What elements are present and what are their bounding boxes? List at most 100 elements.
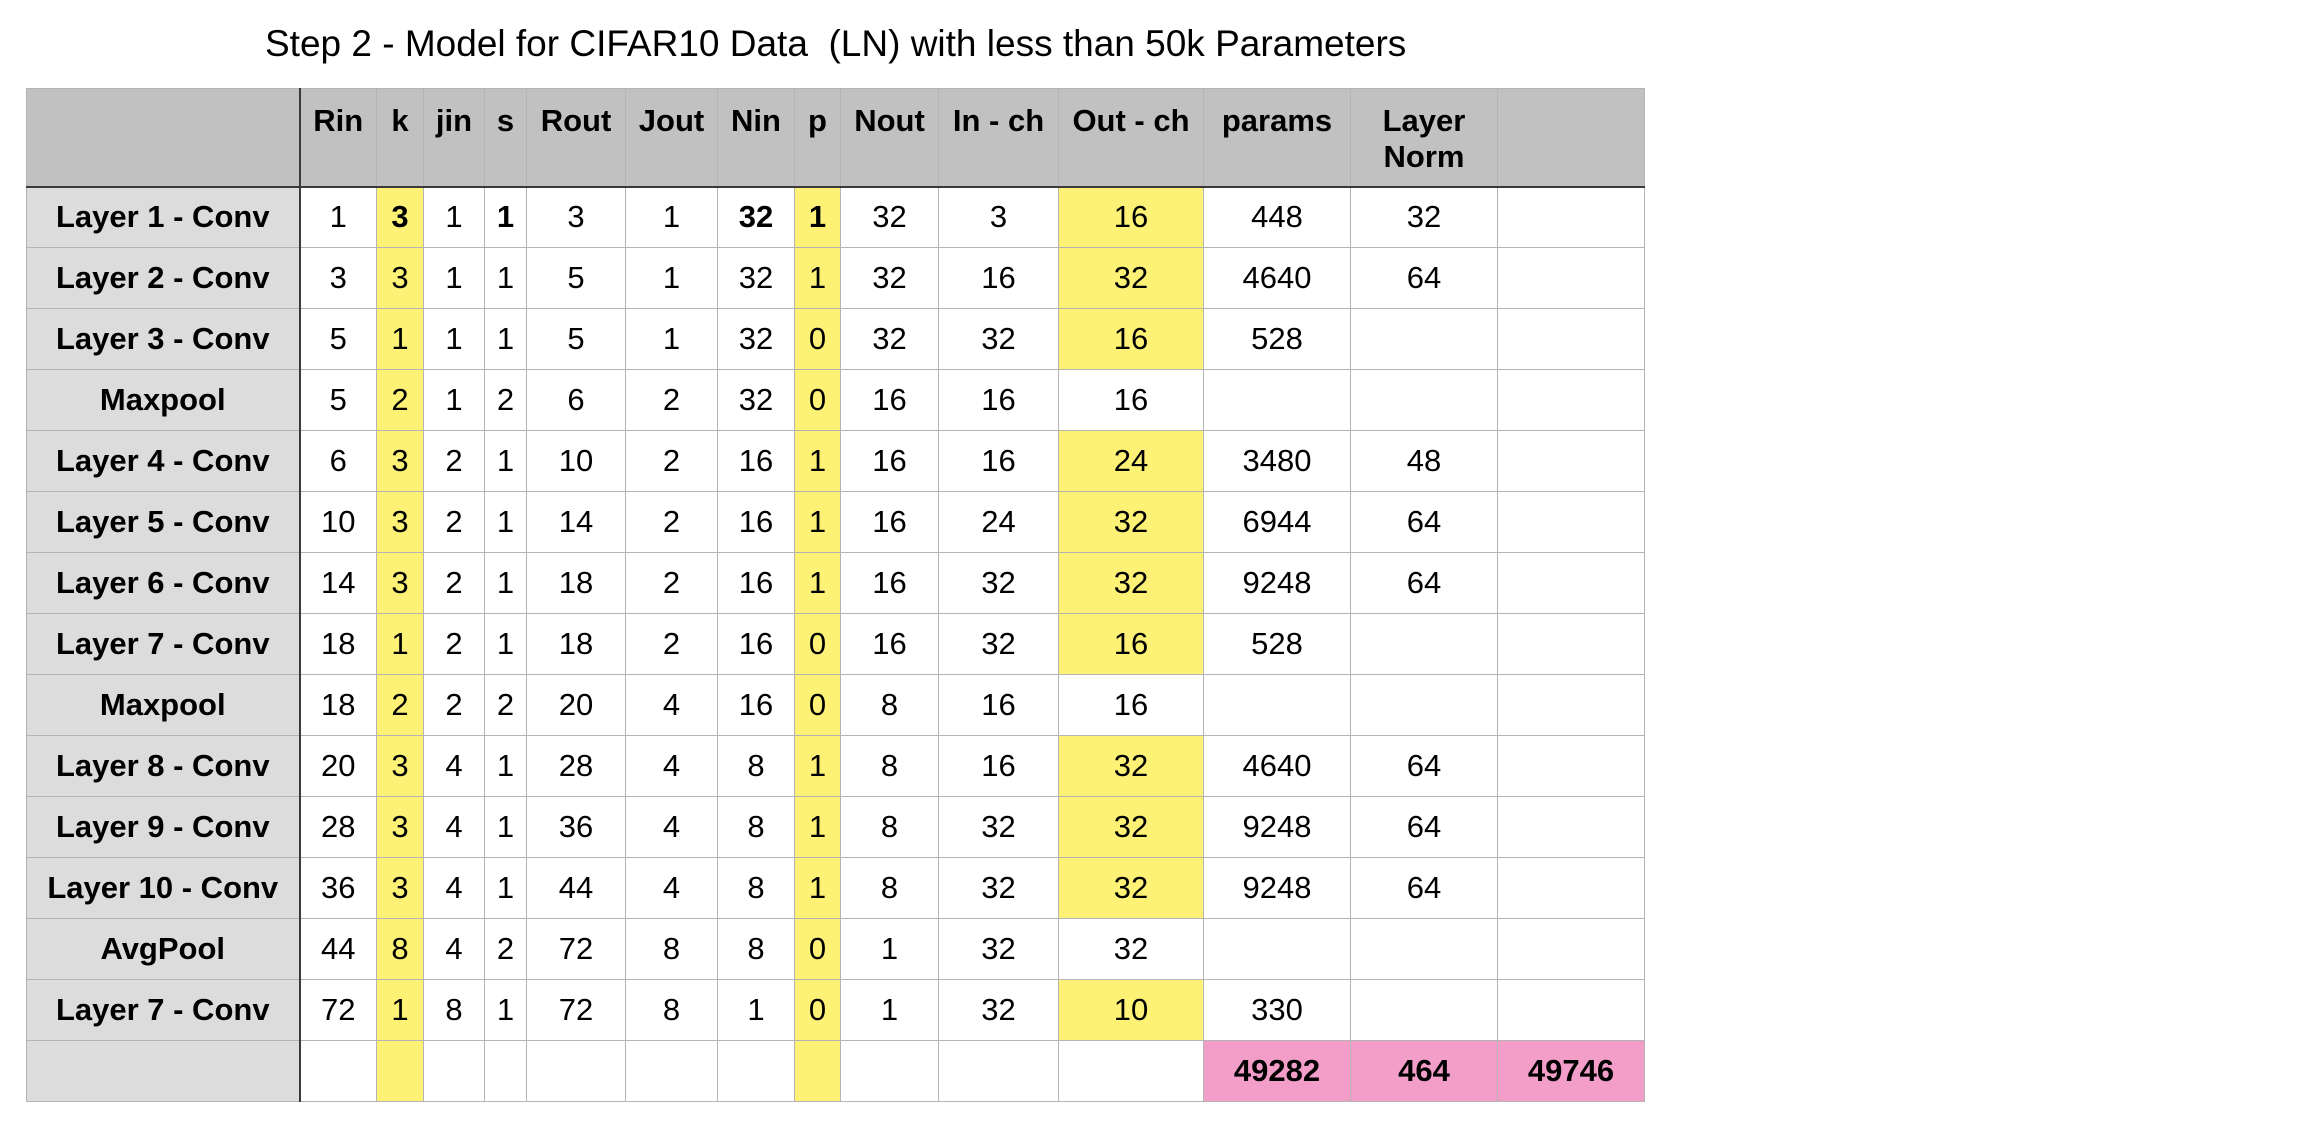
total-params: 49282 (1203, 1040, 1351, 1102)
table-cell: 32 (1058, 552, 1204, 614)
table-cell (1497, 796, 1645, 858)
table-cell (1350, 369, 1498, 431)
table-cell: 4 (423, 796, 485, 858)
table-cell: 3 (376, 857, 424, 919)
table-cell: 1 (794, 796, 841, 858)
header-rin: Rin (299, 88, 377, 188)
table-cell: 32 (938, 857, 1059, 919)
table-cell: 1 (794, 552, 841, 614)
table-cell: 64 (1350, 857, 1498, 919)
table-cell: 1 (484, 430, 527, 492)
header-layer-norm: Layer Norm (1350, 88, 1498, 188)
grand-total: 49746 (1497, 1040, 1645, 1102)
table-cell: 448 (1203, 186, 1351, 248)
table-cell: 0 (794, 674, 841, 736)
table-cell: 528 (1203, 613, 1351, 675)
table-cell: 64 (1350, 796, 1498, 858)
table-row: Maxpool 5 2 1 2 6 2 32 0 16 16 16 (26, 369, 1645, 431)
table-cell: 2 (423, 552, 485, 614)
table-cell (376, 1040, 424, 1102)
table-cell: 32 (1058, 918, 1204, 980)
table-cell: 1 (484, 735, 527, 797)
table-cell: 3 (376, 186, 424, 248)
table-cell: 10 (1058, 979, 1204, 1041)
table-cell: 1 (840, 979, 939, 1041)
table-cell: 1 (299, 186, 377, 248)
table-cell: 4 (423, 857, 485, 919)
table-cell: 8 (717, 735, 795, 797)
table-cell: 16 (938, 369, 1059, 431)
table-cell (1497, 918, 1645, 980)
header-nin: Nin (717, 88, 795, 188)
table-cell: 32 (840, 308, 939, 370)
table-cell (526, 1040, 626, 1102)
table-cell: 1 (625, 247, 718, 309)
table-cell (1497, 491, 1645, 553)
table-cell: 3 (299, 247, 377, 309)
table-cell (1497, 674, 1645, 736)
table-row: Layer 3 - Conv 5 1 1 1 5 1 32 0 32 32 16 528 (26, 308, 1645, 370)
table-cell: 32 (1058, 247, 1204, 309)
table-cell: 2 (423, 674, 485, 736)
table-cell: 5 (299, 369, 377, 431)
table-row: Layer 4 - Conv 6 3 2 1 10 2 16 1 16 16 24 3480 48 (26, 430, 1645, 492)
table-cell: 1 (717, 979, 795, 1041)
table-cell: 16 (717, 674, 795, 736)
table-cell (1497, 247, 1645, 309)
table-cell: 0 (794, 918, 841, 980)
table-cell: 1 (423, 369, 485, 431)
row-label: Layer 10 - Conv (26, 857, 301, 919)
header-p: p (794, 88, 841, 188)
table-cell (1203, 369, 1351, 431)
table-cell: 1 (423, 247, 485, 309)
table-cell: 3 (376, 491, 424, 553)
table-cell: 1 (794, 491, 841, 553)
table-cell: 32 (717, 308, 795, 370)
receptive-field-table: Rin k jin s Rout Jout Nin p Nout In - ch… (26, 88, 1645, 1102)
table-cell: 0 (794, 979, 841, 1041)
table-cell: 6 (526, 369, 626, 431)
table-cell: 1 (794, 186, 841, 248)
table-cell: 8 (717, 796, 795, 858)
table-cell (423, 1040, 485, 1102)
table-cell: 1 (794, 735, 841, 797)
table-cell: 1 (625, 186, 718, 248)
header-jin: jin (423, 88, 485, 188)
table-cell: 2 (484, 918, 527, 980)
table-cell: 48 (1350, 430, 1498, 492)
table-cell: 9248 (1203, 857, 1351, 919)
table-cell: 72 (526, 979, 626, 1041)
table-cell: 18 (526, 552, 626, 614)
table-cell: 3 (376, 735, 424, 797)
table-cell: 4 (423, 918, 485, 980)
table-cell: 3 (376, 247, 424, 309)
table-cell: 64 (1350, 735, 1498, 797)
table-cell: 1 (484, 613, 527, 675)
table-row: Layer 6 - Conv 14 3 2 1 18 2 16 1 16 32 32 9248 64 (26, 552, 1645, 614)
table-cell (1497, 186, 1645, 248)
table-cell: 4 (625, 674, 718, 736)
table-cell: 2 (484, 369, 527, 431)
table-row: Layer 1 - Conv 1 3 1 1 3 1 32 1 32 3 16 448 32 (26, 186, 1645, 248)
table-cell: 4640 (1203, 247, 1351, 309)
table-cell: 2 (625, 613, 718, 675)
table-cell: 1 (484, 491, 527, 553)
table-cell: 16 (1058, 308, 1204, 370)
total-layer-norm: 464 (1350, 1040, 1498, 1102)
table-cell (1203, 674, 1351, 736)
header-nout: Nout (840, 88, 939, 188)
table-cell: 1 (794, 857, 841, 919)
table-cell: 16 (840, 369, 939, 431)
table-cell: 8 (625, 979, 718, 1041)
table-cell (1203, 918, 1351, 980)
table-row: AvgPool 44 8 4 2 72 8 8 0 1 32 32 (26, 918, 1645, 980)
table-cell: 1 (484, 308, 527, 370)
table-cell: 2 (484, 674, 527, 736)
table-cell: 1 (484, 979, 527, 1041)
table-cell: 28 (526, 735, 626, 797)
table-row: Layer 7 - Conv 72 1 8 1 72 8 1 0 1 32 10 330 (26, 979, 1645, 1041)
table-cell: 1 (376, 979, 424, 1041)
row-label: Layer 2 - Conv (26, 247, 301, 309)
table-cell (1497, 979, 1645, 1041)
table-row: Layer 5 - Conv 10 3 2 1 14 2 16 1 16 24 32 6944 64 (26, 491, 1645, 553)
